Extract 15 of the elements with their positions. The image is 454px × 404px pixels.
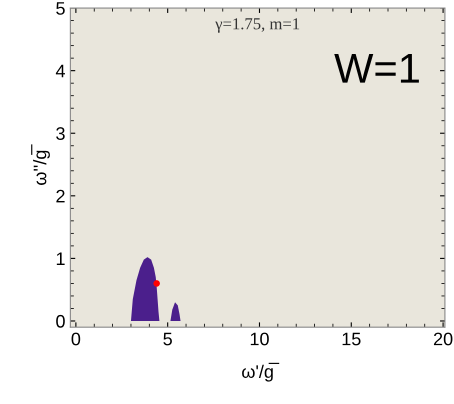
x-tick-label: 20 (434, 332, 452, 346)
annotation: γ=1.75, m=1 (215, 18, 300, 33)
x-tick-label: 0 (72, 332, 80, 346)
x-tick-label: 10 (250, 332, 269, 346)
y-tick-label: 1 (56, 252, 65, 265)
y-tick-label: 3 (56, 127, 65, 140)
y-axis-title: ω''/g̅ (31, 144, 50, 185)
y-tick-label: 2 (56, 190, 65, 202)
y-tick-label: 0 (56, 314, 65, 328)
x-tick-label: 5 (163, 332, 172, 346)
x-axis-title: ω'/g̅ (242, 362, 280, 382)
annotation: W=1 (334, 54, 419, 83)
x-tick-label: 15 (342, 332, 361, 346)
y-tick-label: 5 (56, 2, 65, 15)
y-tick-label: 4 (56, 64, 65, 78)
